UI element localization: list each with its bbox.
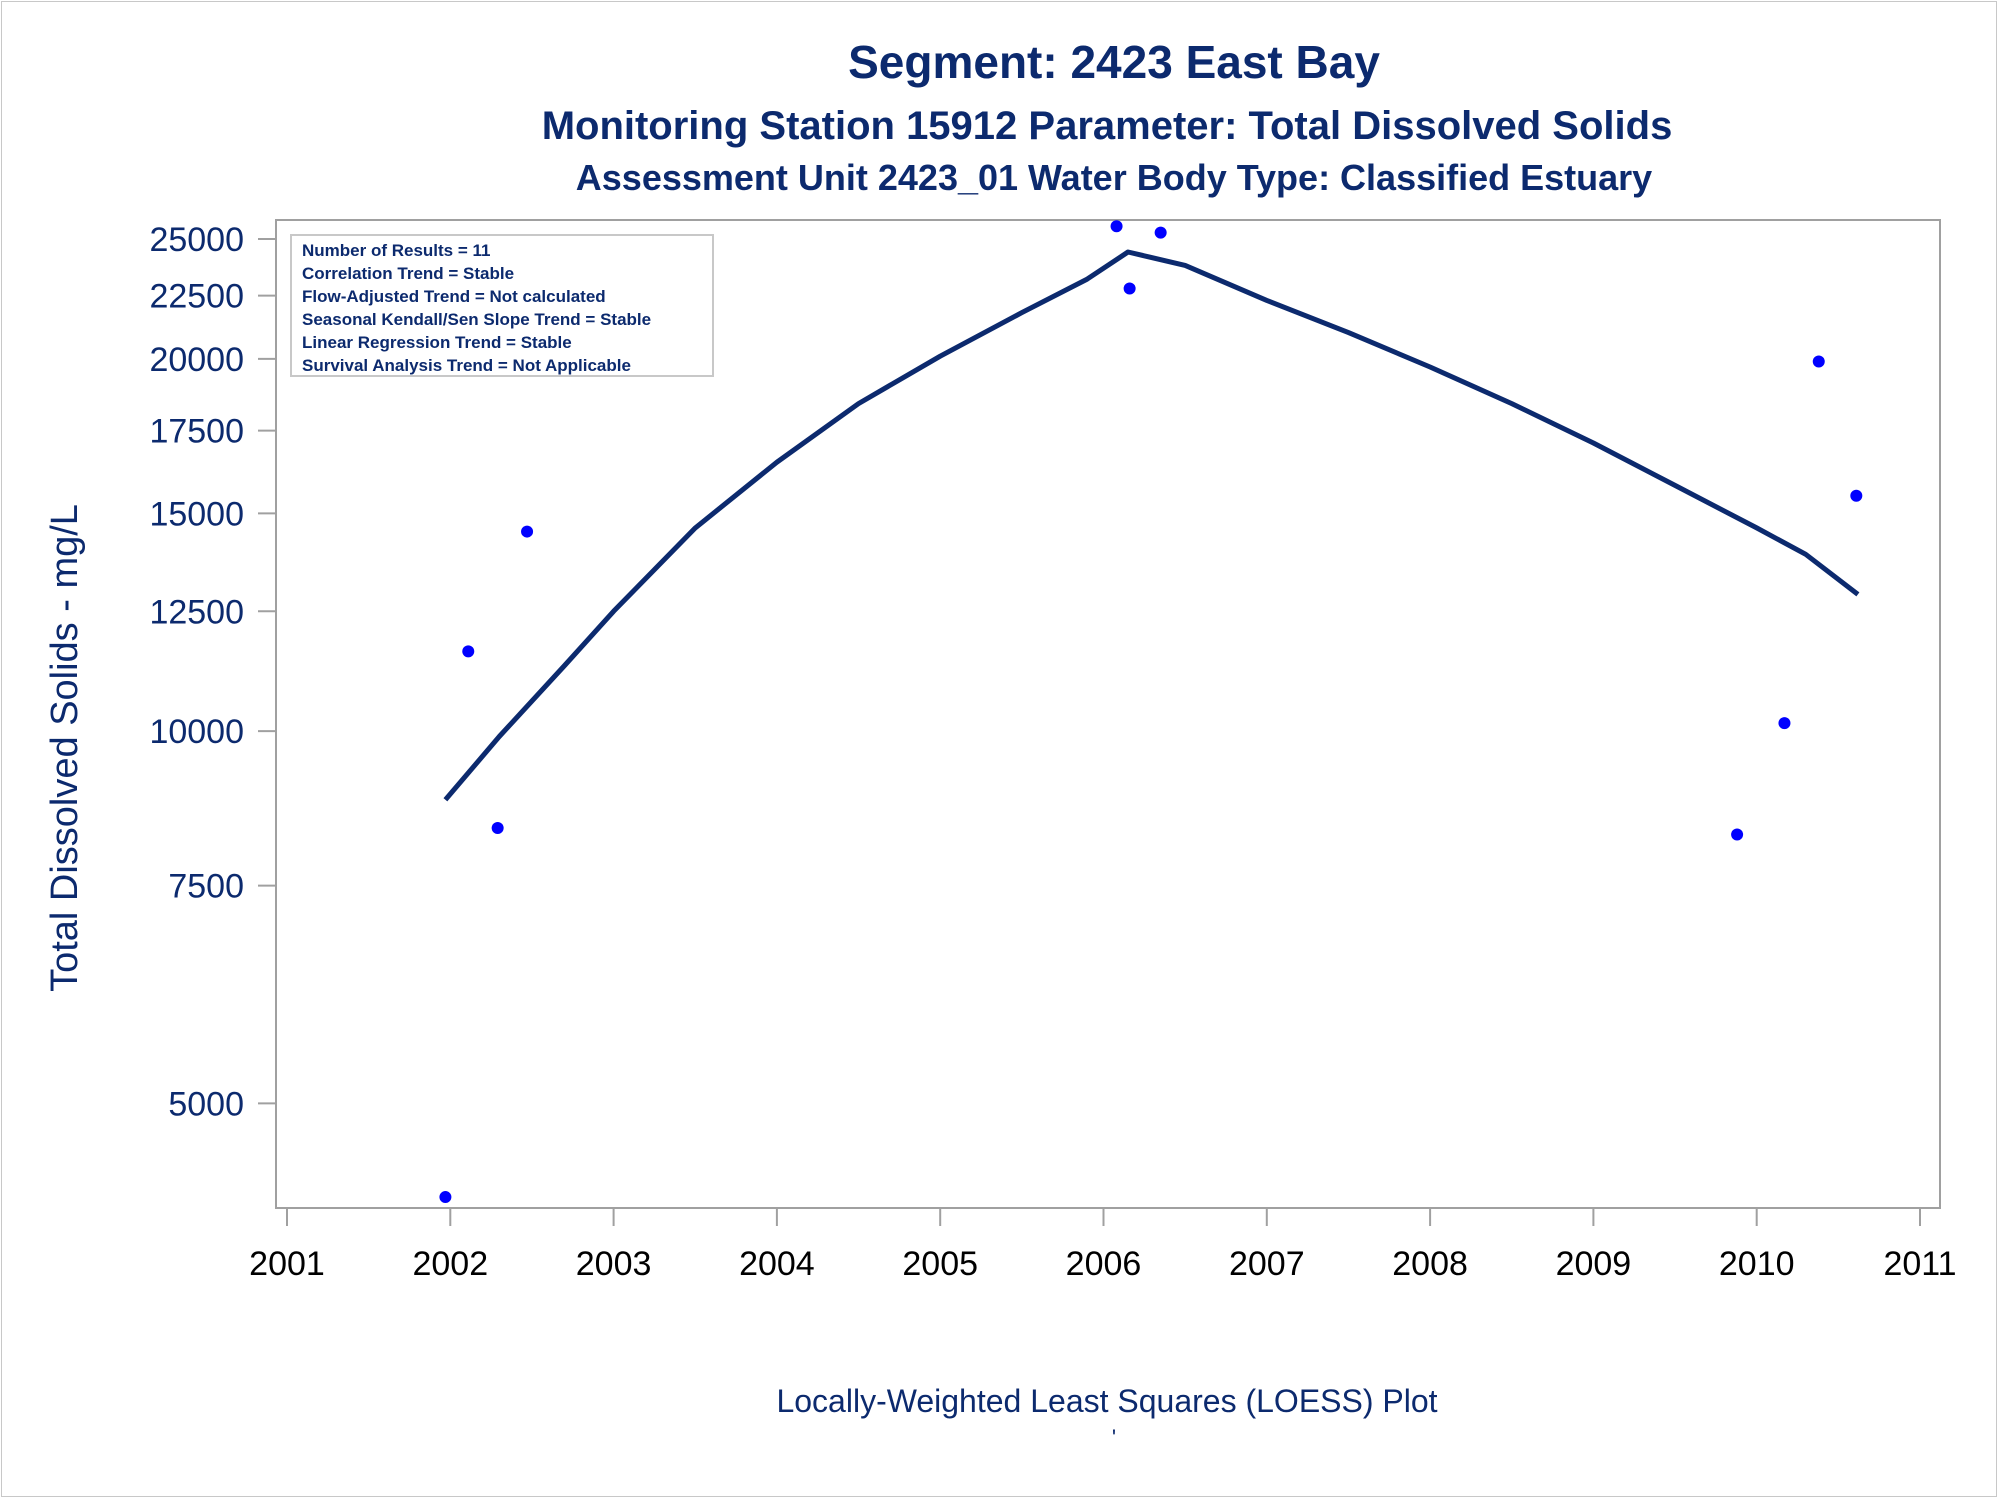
data-point <box>439 1191 452 1204</box>
x-axis: 2001 2002 2003 2004 2005 2006 2007 2008 2009 2010… <box>249 1207 1957 1283</box>
x-tick-label: 2005 <box>902 1245 978 1283</box>
footnote: ' <box>1112 1425 1116 1450</box>
x-tick-label: 2004 <box>739 1245 815 1283</box>
stats-line: Linear Regression Trend = Stable <box>302 333 572 352</box>
loess-line <box>443 249 1860 802</box>
stats-line: Flow-Adjusted Trend = Not calculated <box>302 287 606 306</box>
data-point <box>1778 717 1791 730</box>
y-tick-label: 17500 <box>149 413 244 451</box>
y-tick-label: 15000 <box>149 495 244 533</box>
stats-line: Survival Analysis Trend = Not Applicable <box>302 356 631 375</box>
data-point <box>1731 828 1744 841</box>
stats-box: Number of Results = 11 Correlation Trend … <box>290 234 714 377</box>
y-tick-label: 20000 <box>149 341 244 379</box>
x-tick-label: 2008 <box>1392 1245 1468 1283</box>
y-tick-label: 5000 <box>168 1085 244 1123</box>
data-point <box>1154 226 1167 239</box>
x-tick-label: 2006 <box>1066 1245 1142 1283</box>
x-tick-label: 2011 <box>1883 1245 1956 1283</box>
stats-line: Correlation Trend = Stable <box>302 264 514 283</box>
data-point <box>1812 355 1825 368</box>
y-tick-label: 12500 <box>149 593 244 631</box>
stats-line: Seasonal Kendall/Sen Slope Trend = Stabl… <box>302 310 651 329</box>
y-tick-label: 22500 <box>149 278 244 316</box>
chart-subtitle: Monitoring Station 15912 Parameter: Tota… <box>542 104 1673 148</box>
x-axis-label: Locally-Weighted Least Squares (LOESS) P… <box>776 1383 1437 1419</box>
chart-subtitle-2: Assessment Unit 2423_01 Water Body Type:… <box>576 157 1652 198</box>
x-tick-label: 2002 <box>412 1245 488 1283</box>
x-tick-label: 2003 <box>576 1245 652 1283</box>
y-tick-label: 7500 <box>168 868 244 906</box>
stats-line: Number of Results = 11 <box>302 241 490 260</box>
stats-box-border <box>290 234 714 377</box>
x-tick-label: 2001 <box>249 1245 325 1283</box>
x-tick-label: 2010 <box>1719 1245 1795 1283</box>
data-point <box>462 645 475 658</box>
y-axis: 5000 7500 10000 12500 15000 17500 20000 22500 25… <box>149 220 277 1208</box>
data-point <box>1123 282 1136 295</box>
x-tick-label: 2007 <box>1229 1245 1305 1283</box>
data-point <box>491 821 504 834</box>
data-point <box>1110 220 1123 233</box>
data-point <box>1850 489 1863 502</box>
y-tick-label: 25000 <box>149 221 244 259</box>
data-point <box>521 525 534 538</box>
x-tick-label: 2009 <box>1556 1245 1632 1283</box>
y-tick-label: 10000 <box>149 713 244 751</box>
y-axis-label: Total Dissolved Solids - mg/L <box>44 504 86 992</box>
chart-title: Segment: 2423 East Bay <box>848 36 1380 88</box>
chart-marks <box>439 220 1863 1204</box>
